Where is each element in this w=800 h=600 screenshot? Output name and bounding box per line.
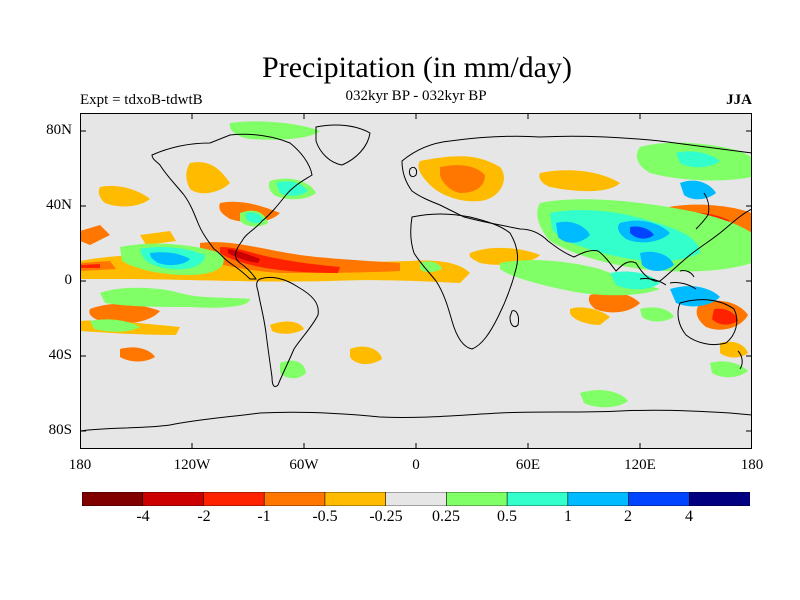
lat-label-80n: 80N <box>46 122 72 138</box>
anomaly-patch <box>570 307 610 325</box>
anomaly-patch <box>150 252 190 266</box>
legend-label: -1 <box>257 508 271 525</box>
australia-coast <box>677 299 738 346</box>
lon-label-60w: 60W <box>289 457 319 473</box>
legend-label: 1 <box>564 508 572 525</box>
lon-label-180w: 180 <box>68 457 92 473</box>
subtitle-label: 032kyr BP - 032kyr BP <box>345 88 487 104</box>
precipitation-map <box>80 113 752 449</box>
anomaly-patch <box>720 341 748 358</box>
legend-label: -0.25 <box>369 508 403 525</box>
anomaly-patch <box>676 151 720 168</box>
legend-swatch <box>324 492 387 506</box>
madagascar-coast <box>509 310 519 328</box>
anomaly-patch <box>200 242 400 273</box>
legend-swatch <box>385 492 448 506</box>
anomaly-patch <box>588 292 640 313</box>
legend-label: 0.5 <box>497 508 517 525</box>
anomaly-patch <box>98 185 150 207</box>
north-america-coast <box>151 133 313 280</box>
anomaly-patch <box>556 221 590 243</box>
lon-label-120e: 120E <box>624 457 656 473</box>
lon-label-120w: 120W <box>173 457 211 473</box>
eurasia-coast <box>401 135 752 282</box>
map-frame <box>80 113 752 449</box>
anomaly-patch <box>80 264 100 268</box>
anomaly-patch <box>270 321 304 334</box>
lat-label-40n: 40N <box>46 197 72 213</box>
anomaly-patch <box>640 307 674 322</box>
new-zealand-coast <box>737 350 743 370</box>
season-label: JJA <box>726 92 752 108</box>
lat-label-0: 0 <box>64 272 73 288</box>
greenland-coast <box>315 124 371 166</box>
anomaly-patch <box>640 251 674 271</box>
antarctica-coast <box>80 409 752 432</box>
japan-coast <box>695 192 710 230</box>
anomaly-patch <box>90 319 140 332</box>
lon-label-60e: 60E <box>515 457 541 473</box>
legend-label: 0.25 <box>432 508 460 525</box>
anomaly-fields <box>80 121 752 408</box>
anomaly-patch <box>712 308 738 325</box>
anomaly-patch <box>80 225 110 245</box>
lon-label-180e: 180 <box>740 457 764 473</box>
anomaly-patch <box>89 303 160 324</box>
legend-swatch <box>567 492 630 506</box>
uk-coast <box>409 166 417 178</box>
anomaly-patch <box>120 347 155 362</box>
legend-swatch <box>506 492 569 506</box>
legend-label: -4 <box>136 508 150 525</box>
south-america-coast <box>256 276 319 388</box>
color-legend <box>82 492 750 506</box>
legend-swatch <box>263 492 326 506</box>
anomaly-patch <box>229 121 320 140</box>
lat-label-40s: 40S <box>48 347 72 363</box>
legend-label: 4 <box>685 508 693 525</box>
legend-swatch <box>446 492 508 506</box>
anomaly-patch <box>140 231 176 245</box>
indonesia-coast <box>639 270 697 290</box>
legend-swatch <box>142 492 205 506</box>
legend-swatch <box>628 492 691 506</box>
map-title: Precipitation (in mm/day) <box>262 51 572 84</box>
anomaly-patch <box>246 212 264 224</box>
anomaly-patch <box>580 390 628 408</box>
anomaly-patch <box>680 180 716 200</box>
anomaly-patch <box>100 287 250 308</box>
legend-swatch <box>688 492 750 506</box>
anomaly-patch <box>610 271 660 290</box>
coastlines <box>80 124 752 432</box>
legend-label: -2 <box>197 508 211 525</box>
africa-coast <box>410 213 519 350</box>
anomaly-patch <box>440 165 485 193</box>
anomaly-patch <box>186 162 230 194</box>
experiment-label: Expt = tdxoB-tdwtB <box>80 92 203 108</box>
anomaly-patch <box>710 361 748 378</box>
anomaly-patch <box>350 346 382 365</box>
anomaly-patch <box>670 286 720 307</box>
lat-label-80s: 80S <box>48 422 72 438</box>
legend-swatch <box>203 492 265 506</box>
legend-label: -0.5 <box>312 508 338 525</box>
legend-swatch <box>82 492 144 506</box>
legend-label: 2 <box>624 508 632 525</box>
anomaly-patch <box>630 226 654 239</box>
anomaly-patch <box>220 247 340 273</box>
anomaly-patch <box>420 261 442 272</box>
anomaly-patch <box>539 170 620 192</box>
lon-label-0: 0 <box>412 457 420 473</box>
